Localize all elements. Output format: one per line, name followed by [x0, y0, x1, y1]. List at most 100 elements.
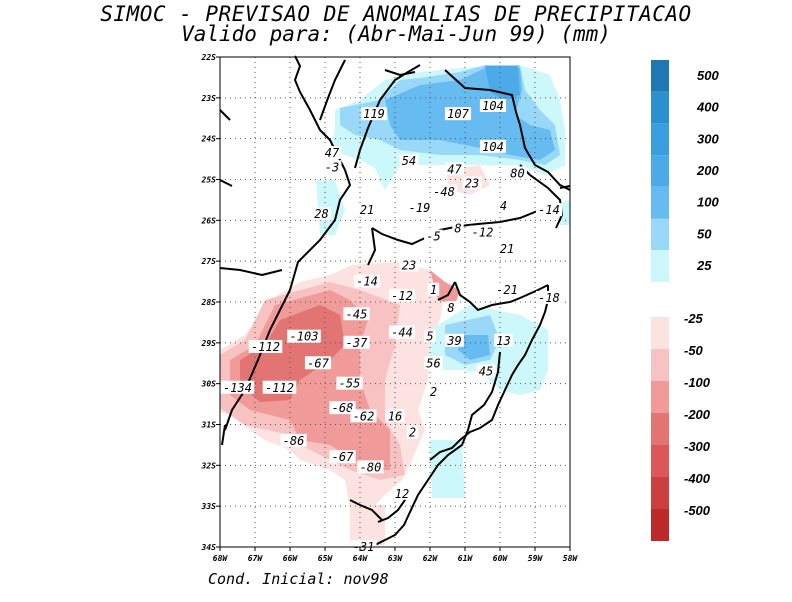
contour-label-bg — [424, 229, 443, 243]
contour-label: -103 — [290, 330, 319, 344]
border-line — [454, 281, 549, 312]
border-line — [559, 185, 571, 189]
contour-label: 4 — [500, 199, 507, 213]
contour-label: 54 — [402, 154, 416, 168]
contour-label-bg — [343, 335, 370, 349]
anomaly-area — [430, 270, 460, 305]
colorbar-label: -25 — [684, 311, 704, 326]
colorbar-label: -500 — [684, 503, 711, 518]
contour-label-bg — [424, 356, 443, 370]
border-line — [349, 499, 383, 521]
colorbar-box — [651, 381, 669, 413]
lon-tick-label: 67W — [248, 554, 264, 563]
contour-label-bg — [445, 301, 457, 315]
lat-tick-label: 22S — [201, 53, 217, 62]
border-line — [374, 351, 501, 546]
lon-tick-label: 66W — [283, 554, 299, 563]
border-line — [221, 424, 226, 446]
contour-label-bg — [312, 207, 331, 221]
border-line — [437, 281, 456, 301]
colorbar-label: 500 — [697, 68, 719, 83]
border-line — [367, 227, 377, 266]
contour-label: 80 — [510, 166, 524, 180]
contour-label-bg — [469, 225, 496, 239]
contour-label-bg — [535, 290, 563, 304]
contour-label-bg — [399, 258, 419, 272]
contour-label-bg — [445, 162, 464, 176]
colorbar-label: 400 — [696, 100, 719, 115]
lat-tick-label: 25S — [201, 176, 217, 185]
contour-label: 16 — [388, 409, 402, 423]
lat-tick-label: 27S — [201, 257, 217, 266]
contour-label: -12 — [391, 289, 413, 303]
border-line — [384, 69, 416, 77]
contour-label-bg — [329, 401, 356, 415]
contour-label-bg — [343, 307, 370, 321]
colorbar-box — [651, 186, 669, 219]
border-line — [354, 64, 421, 169]
contour-label: -55 — [339, 377, 361, 391]
contour-label: 12 — [395, 487, 409, 501]
contour-label: -14 — [538, 203, 560, 217]
contour-label-bg — [406, 201, 433, 215]
lat-tick-label: 23S — [201, 94, 217, 103]
lat-tick-label: 26S — [201, 216, 217, 225]
contour-label: -44 — [391, 326, 413, 340]
border-line — [219, 109, 231, 121]
lon-tick-label: 65W — [318, 554, 334, 563]
colorbar-label: -300 — [684, 439, 711, 454]
colorbar-label: 100 — [697, 195, 719, 210]
contour-label: -67 — [307, 356, 329, 370]
contour-label: 8 — [454, 222, 461, 236]
anomaly-area — [430, 440, 465, 498]
contour-label: -3 — [325, 160, 339, 174]
contour-label-bg — [322, 145, 342, 159]
contour-label: 104 — [482, 140, 504, 154]
border-line — [444, 69, 571, 191]
contour-label: -86 — [283, 434, 305, 448]
contour-label: -80 — [360, 460, 382, 474]
contour-label: 28 — [314, 207, 328, 221]
contour-label: 56 — [426, 356, 440, 370]
contour-label: -112 — [251, 340, 280, 354]
contour-label-bg — [336, 376, 363, 390]
lat-tick-label: 34S — [201, 543, 217, 552]
colorbar-label: 50 — [697, 226, 712, 241]
map-title: SIMOC - PREVISAO DE ANOMALIAS DE PRECIPI… — [100, 2, 692, 26]
contour-label-bg — [427, 384, 440, 398]
contour-label: 21 — [360, 203, 374, 217]
contour-label: -18 — [538, 291, 560, 305]
initial-condition-label: Cond. Inicial: nov98 — [208, 570, 389, 588]
border-line — [319, 59, 346, 121]
contour-label-bg — [445, 333, 464, 347]
colorbar-label: 25 — [696, 258, 712, 273]
colorbar-label: -400 — [684, 471, 711, 486]
contour-label: 104 — [482, 99, 504, 113]
contour-label-bg — [360, 107, 388, 121]
anomaly-area — [240, 305, 345, 402]
contour-label-bg — [388, 288, 416, 302]
colorbar-box — [651, 349, 669, 381]
contour-label: -14 — [356, 275, 378, 289]
border-line — [519, 164, 564, 229]
contour-label-bg — [322, 160, 342, 174]
colorbar-label: -50 — [684, 343, 704, 358]
colorbar-box — [651, 317, 669, 349]
contour-label-bg — [304, 356, 332, 370]
contour-label: 39 — [446, 334, 461, 348]
political-borders — [219, 55, 571, 546]
map-subtitle: Valido para: (Abr-Mai-Jun 99) (mm) — [181, 22, 611, 46]
contour-label: -19 — [409, 201, 431, 215]
contour-label: 47 — [447, 162, 462, 176]
colorbar-label: 200 — [696, 163, 719, 178]
contour-label-bg — [493, 282, 521, 296]
contour-label-bg — [353, 274, 381, 288]
contour-label: -48 — [433, 185, 455, 199]
contour-label: 23 — [465, 177, 479, 191]
border-line — [219, 179, 233, 187]
anomaly-area — [350, 505, 385, 545]
colorbar-box — [651, 91, 669, 124]
contour-label: 23 — [402, 258, 416, 272]
